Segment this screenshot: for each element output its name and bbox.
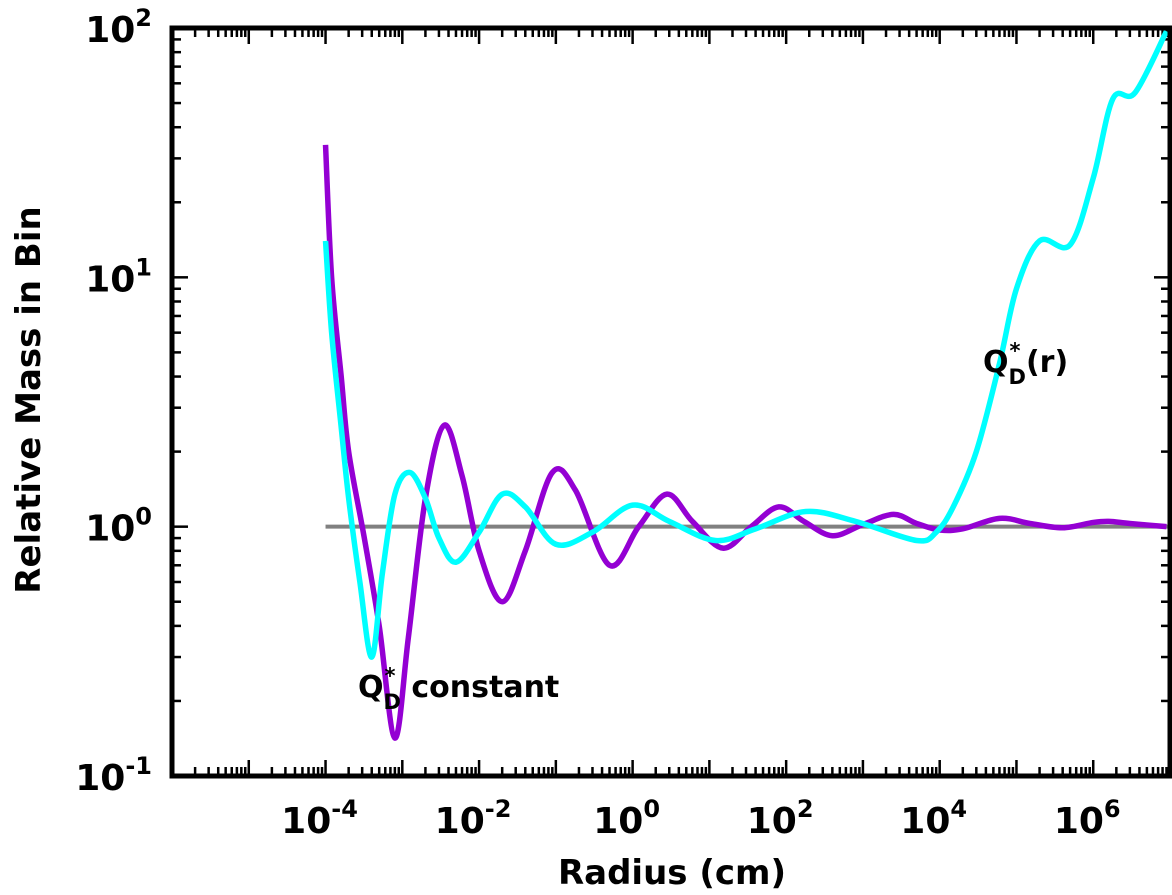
y-tick-label: 100 [85, 503, 152, 550]
y-tick-label-base: 10 [85, 259, 135, 300]
x-tick-label-base: 10 [747, 801, 797, 842]
x-tick-label: 10-2 [435, 795, 512, 842]
x-tick-label: 10-4 [281, 795, 358, 842]
y-tick-label-exponent: 1 [135, 253, 152, 281]
x-tick-label-base: 10 [900, 801, 950, 842]
annotation-qd-constant-main: Q [358, 670, 384, 705]
y-tick-label-base: 10 [85, 10, 135, 51]
x-tick-label-base: 10 [593, 801, 643, 842]
x-tick-label: 102 [747, 795, 814, 842]
annotation-qd-constant: Q* D constant [358, 664, 559, 714]
annotation-qd-r: Q* D(r) [983, 339, 1068, 389]
annotation-qd-constant-rest: constant [401, 670, 559, 705]
x-tick-label-exponent: 0 [643, 795, 660, 823]
x-tick-label-base: 10 [281, 801, 331, 842]
y-tick-label-exponent: -1 [125, 752, 152, 780]
x-tick-label: 106 [1054, 795, 1121, 842]
x-tick-label-exponent: -2 [485, 795, 512, 823]
x-axis-title: Radius (cm) [558, 853, 786, 893]
x-tick-label-exponent: 6 [1104, 795, 1121, 823]
y-tick-label-exponent: 0 [135, 503, 152, 531]
y-tick-label-base: 10 [85, 509, 135, 550]
y-axis-title: Relative Mass in Bin [9, 206, 49, 593]
annotation-qd-constant-sub: D [384, 690, 401, 714]
x-tick-label-base: 10 [1054, 801, 1104, 842]
annotation-qd-r-rest: (r) [1026, 345, 1068, 380]
y-tick-label-base: 10 [75, 758, 125, 799]
y-tick-label: 101 [85, 253, 152, 300]
axis-ticks [170, 26, 1170, 778]
y-tick-label-exponent: 2 [135, 4, 152, 32]
x-tick-label-exponent: 2 [797, 795, 814, 823]
x-tick-label-base: 10 [435, 801, 485, 842]
plot-frame [169, 25, 1172, 779]
x-tick-label-exponent: 4 [950, 795, 967, 823]
x-tick-label: 104 [900, 795, 967, 842]
x-tick-label: 100 [593, 795, 660, 842]
annotation-qd-r-sub: D [1009, 365, 1026, 389]
series-line-1 [322, 144, 1167, 741]
annotation-qd-constant-sup: * [385, 664, 396, 688]
plot-area [322, 30, 1170, 741]
x-tick-label-exponent: -4 [331, 795, 358, 823]
y-tick-label: 102 [85, 4, 152, 51]
series-line-2 [322, 30, 1169, 660]
y-tick-label: 10-1 [75, 752, 152, 799]
annotation-qd-r-sup: * [1010, 339, 1021, 363]
annotation-qd-r-main: Q [983, 345, 1009, 380]
